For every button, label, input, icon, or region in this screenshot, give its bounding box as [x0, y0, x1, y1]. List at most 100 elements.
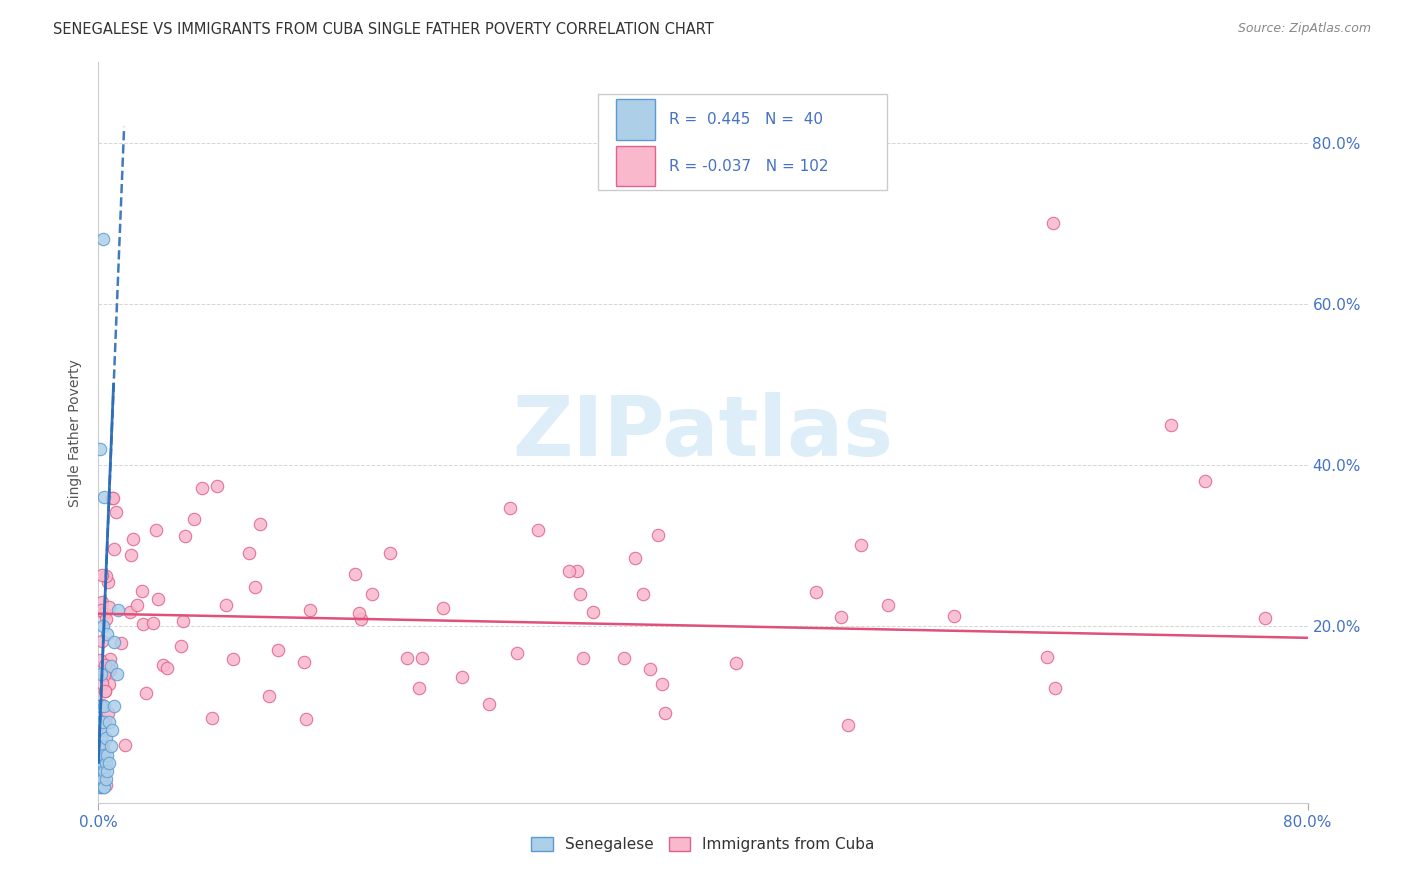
Point	[631, 586, 654, 600]
Point	[90, 780, 112, 794]
Point	[170, 639, 193, 653]
Point	[120, 548, 142, 562]
Point	[131, 583, 153, 598]
Point	[222, 652, 245, 666]
Point	[90, 603, 112, 617]
Point	[96, 747, 118, 762]
Point	[432, 600, 454, 615]
Point	[94, 731, 117, 746]
Legend: Senegalese, Immigrants from Cuba: Senegalese, Immigrants from Cuba	[524, 830, 882, 858]
Point	[90, 723, 112, 738]
Point	[395, 650, 418, 665]
Point	[89, 699, 111, 714]
Point	[478, 698, 501, 712]
Point	[347, 607, 370, 621]
Y-axis label: Single Father Poverty: Single Father Poverty	[69, 359, 83, 507]
Point	[98, 756, 121, 770]
Point	[1036, 650, 1059, 665]
Point	[877, 598, 900, 612]
Point	[1194, 474, 1216, 488]
Point	[135, 686, 157, 700]
Point	[91, 715, 114, 730]
Point	[93, 658, 115, 673]
Point	[361, 587, 384, 601]
Text: Source: ZipAtlas.com: Source: ZipAtlas.com	[1237, 22, 1371, 36]
Point	[94, 684, 117, 698]
Point	[127, 598, 149, 612]
Point	[90, 567, 112, 582]
Point	[205, 479, 228, 493]
Point	[91, 772, 114, 786]
Point	[91, 780, 114, 794]
Point	[96, 569, 118, 583]
Point	[638, 662, 661, 676]
Point	[942, 609, 965, 624]
Point	[837, 717, 859, 731]
Point	[89, 442, 111, 456]
Point	[249, 516, 271, 531]
Point	[120, 605, 142, 619]
Point	[245, 580, 267, 594]
Point	[624, 551, 647, 566]
Point	[298, 603, 321, 617]
Point	[94, 714, 117, 728]
Point	[292, 655, 315, 669]
Point	[804, 585, 827, 599]
Point	[572, 651, 595, 665]
Point	[201, 710, 224, 724]
Point	[105, 667, 128, 681]
Point	[90, 699, 112, 714]
Point	[90, 756, 112, 770]
Point	[96, 612, 118, 626]
Point	[1160, 417, 1182, 432]
Point	[156, 661, 179, 675]
Point	[174, 529, 197, 543]
Point	[152, 657, 174, 672]
Point	[89, 780, 111, 794]
Point	[110, 636, 132, 650]
Point	[350, 612, 373, 626]
Point	[91, 675, 114, 690]
Point	[654, 706, 676, 721]
Point	[93, 764, 115, 778]
Point	[89, 747, 111, 762]
Point	[830, 610, 852, 624]
Point	[93, 490, 115, 504]
Point	[105, 505, 128, 519]
Point	[101, 491, 124, 506]
Point	[1043, 681, 1066, 695]
Point	[613, 651, 636, 665]
Point	[96, 664, 118, 678]
Point	[93, 780, 115, 794]
Point	[215, 598, 238, 612]
Point	[89, 731, 111, 746]
Point	[294, 712, 316, 726]
Point	[97, 706, 120, 721]
Point	[1254, 610, 1277, 624]
Point	[267, 643, 290, 657]
Point	[343, 566, 366, 581]
Point	[499, 500, 522, 515]
Point	[90, 633, 112, 648]
Point	[172, 614, 194, 628]
Point	[100, 739, 122, 754]
Point	[582, 606, 605, 620]
FancyBboxPatch shape	[616, 145, 655, 186]
Point	[90, 698, 112, 712]
Point	[90, 739, 112, 754]
Point	[100, 659, 122, 673]
FancyBboxPatch shape	[616, 99, 655, 140]
Point	[96, 627, 118, 641]
Text: R = -0.037   N = 102: R = -0.037 N = 102	[669, 159, 828, 174]
Point	[526, 523, 548, 537]
Point	[103, 635, 125, 649]
Point	[191, 481, 214, 495]
Point	[114, 738, 136, 752]
Point	[96, 778, 118, 792]
Point	[146, 591, 169, 606]
Point	[131, 617, 153, 632]
Point	[96, 764, 118, 778]
Point	[91, 739, 114, 754]
FancyBboxPatch shape	[598, 95, 887, 190]
Point	[101, 723, 124, 738]
